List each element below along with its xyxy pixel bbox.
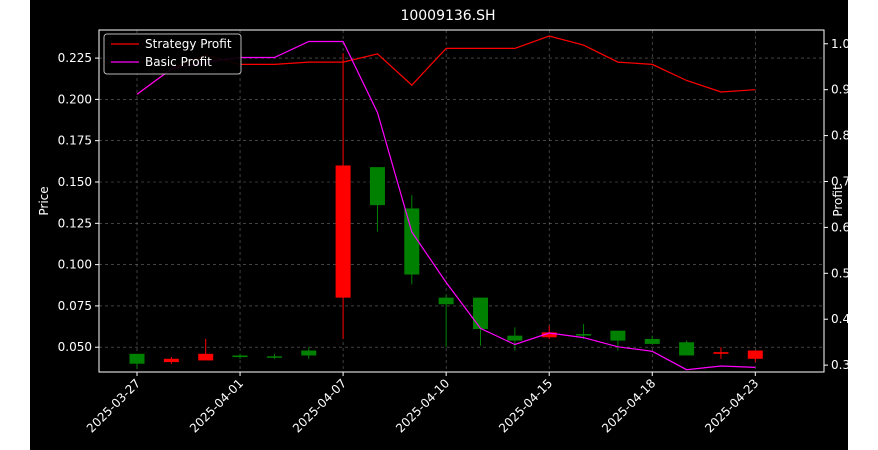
- legend-strategy-label: Strategy Profit: [145, 37, 232, 51]
- left-tick-label: 0.175: [58, 134, 92, 148]
- y-axis-label-left: Price: [37, 186, 51, 215]
- x-tick-label: 2025-04-01: [187, 376, 246, 435]
- candlestick-series: [129, 53, 763, 369]
- left-tick-label: 0.125: [58, 216, 92, 230]
- candle-body: [473, 297, 488, 330]
- left-tick-label: 0.075: [58, 299, 92, 313]
- right-tick-label: 0.9: [831, 83, 848, 97]
- right-tick-label: 0.4: [831, 312, 848, 326]
- x-tick-label: 2025-03-27: [84, 376, 143, 435]
- x-tick-label: 2025-04-15: [496, 376, 555, 435]
- candle-body: [610, 330, 626, 341]
- legend-basic-label: Basic Profit: [145, 55, 212, 69]
- x-tick-label: 2025-04-10: [393, 376, 452, 435]
- left-axis: 0.050 0.075 0.100 0.125 0.150 0.175 0.200 0.225: [58, 51, 99, 354]
- candle-body: [232, 355, 248, 358]
- candle-body: [507, 335, 523, 341]
- left-tick-label: 0.150: [58, 175, 92, 189]
- chart-title: 10009136.SH: [400, 8, 495, 24]
- candle-body: [335, 165, 351, 298]
- right-tick-label: 0.3: [831, 358, 848, 372]
- candle-body: [266, 356, 282, 358]
- x-tick-label: 2025-04-07: [290, 376, 349, 435]
- legend: Strategy Profit Basic Profit: [103, 33, 242, 75]
- right-tick-label: 0.8: [831, 129, 848, 143]
- left-tick-label: 0.050: [58, 340, 92, 354]
- right-tick-label: 0.7: [831, 174, 848, 188]
- left-tick-label: 0.200: [58, 92, 92, 106]
- y-axis-label-right: Profit: [831, 185, 845, 217]
- plot-area-frame: [98, 29, 825, 373]
- chart-canvas: 10009136.SH 0.050 0.075 0.100 0.125 0.150 0.1…: [37, 8, 848, 435]
- left-tick-label: 0.100: [58, 258, 92, 272]
- chart-figure: 10009136.SH 0.050 0.075 0.100 0.125 0.150 0.1…: [30, 0, 848, 450]
- candle-body: [747, 350, 763, 359]
- right-tick-label: 0.5: [831, 266, 848, 280]
- candle-body: [301, 350, 317, 356]
- candle-body: [576, 334, 592, 336]
- candle-body: [369, 167, 385, 206]
- candle-body: [129, 353, 145, 364]
- candle-body: [541, 332, 557, 338]
- candle-body: [438, 297, 454, 305]
- candle-body: [404, 208, 420, 275]
- grid-lines: [99, 30, 824, 372]
- candle-body: [679, 342, 695, 356]
- x-tick-label: 2025-04-23: [702, 376, 761, 435]
- x-axis: 2025-03-27 2025-04-01 2025-04-07 2025-04-10…: [84, 372, 761, 435]
- candle-body: [713, 352, 729, 354]
- candle-body: [163, 358, 179, 363]
- x-tick-label: 2025-04-18: [599, 376, 658, 435]
- candle-body: [198, 353, 214, 361]
- candle-body: [644, 338, 660, 344]
- right-axis: 0.3 0.4 0.5 0.6 0.7 0.8 0.9 1.0: [824, 37, 848, 372]
- right-tick-label: 1.0: [831, 37, 848, 51]
- left-tick-label: 0.225: [58, 51, 92, 65]
- right-tick-label: 0.6: [831, 220, 848, 234]
